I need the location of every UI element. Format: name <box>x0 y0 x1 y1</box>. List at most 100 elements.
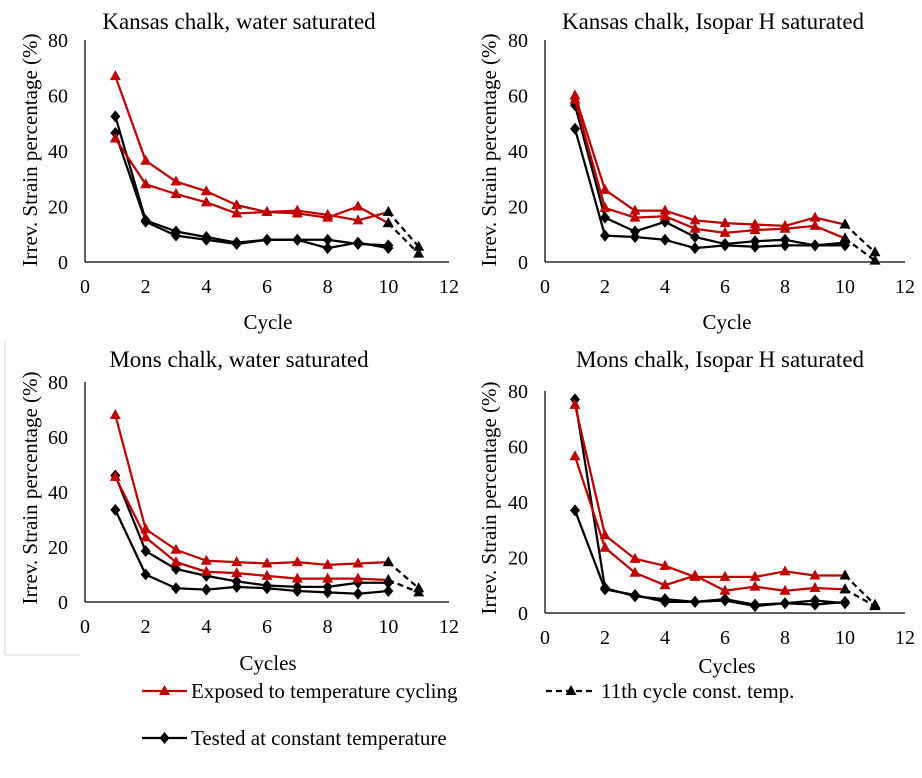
y-tick-label: 80 <box>508 30 528 52</box>
series-line <box>114 414 389 566</box>
series-line <box>114 509 389 595</box>
x-tick-label: 12 <box>895 627 915 649</box>
legend-item-exposed: Exposed to temperature cycling <box>142 679 458 703</box>
x-tick-label: 6 <box>720 627 730 649</box>
series-exposed-to-temperature-cycling <box>569 450 851 595</box>
series-11th-cycle-const-temp <box>382 206 425 251</box>
chart-title: Mons chalk, water saturated <box>109 347 369 372</box>
y-tick-label: 20 <box>48 197 68 219</box>
axes: 0 2 4 6 8 10 12 0 20 40 60 80 <box>508 381 915 649</box>
data-point <box>262 233 272 246</box>
data-point <box>140 154 152 165</box>
x-axis-label: Cycles <box>698 654 755 678</box>
series-line <box>573 404 845 579</box>
series-line <box>387 211 420 248</box>
data-point <box>292 233 303 246</box>
legend-label: 11th cycle const. temp. <box>601 679 794 703</box>
data-point <box>809 582 821 593</box>
data-point <box>382 206 394 217</box>
data-point <box>171 582 181 595</box>
data-point <box>629 566 641 577</box>
data-point <box>262 582 272 595</box>
data-point <box>839 232 851 243</box>
series-tested-at-constant-temperature <box>570 122 850 255</box>
data-point <box>719 217 731 228</box>
data-point <box>322 233 333 246</box>
data-point <box>749 580 761 591</box>
data-point <box>690 595 700 608</box>
data-point <box>689 222 701 233</box>
series-line <box>844 588 876 608</box>
x-tick-label: 0 <box>540 276 550 298</box>
data-point <box>750 240 760 253</box>
data-point <box>413 240 425 251</box>
y-tick-label: 20 <box>48 537 68 559</box>
data-point <box>659 204 671 215</box>
legend-label: Tested at constant temperature <box>191 726 447 750</box>
legend-swatch-marker <box>159 685 170 695</box>
y-tick-label: 60 <box>508 86 528 108</box>
series-tested-at-constant-temperature <box>570 99 850 252</box>
data-point <box>200 196 212 207</box>
data-point <box>749 218 761 229</box>
x-tick-label: 4 <box>201 276 211 298</box>
series-line <box>114 476 389 582</box>
data-point <box>599 183 611 194</box>
x-tick-label: 0 <box>80 276 90 298</box>
data-point <box>839 569 851 580</box>
data-point <box>570 122 580 135</box>
x-tick-label: 2 <box>600 627 610 649</box>
x-axis-label: Cycles <box>239 651 296 675</box>
x-tick-label: 6 <box>262 276 272 298</box>
x-axis-label: Cycle <box>244 310 293 334</box>
data-point <box>660 595 670 608</box>
data-point <box>569 450 581 461</box>
y-tick-label: 40 <box>508 141 528 163</box>
data-point <box>200 565 212 576</box>
data-point <box>689 214 701 225</box>
x-tick-label: 4 <box>201 616 211 638</box>
data-point <box>109 132 121 143</box>
data-point <box>109 470 121 481</box>
data-point <box>600 211 610 224</box>
data-point <box>352 200 364 211</box>
x-tick-label: 12 <box>439 276 459 298</box>
data-point <box>869 254 881 265</box>
data-point <box>779 222 791 233</box>
series-11th-cycle-const-temp <box>839 218 881 257</box>
data-point <box>109 409 121 419</box>
data-point <box>779 565 791 576</box>
series-line <box>573 509 846 608</box>
data-point <box>231 580 242 593</box>
data-point <box>170 556 182 567</box>
data-point <box>810 598 820 611</box>
data-point <box>749 224 761 235</box>
data-point <box>170 188 182 199</box>
x-tick-label: 6 <box>262 616 272 638</box>
data-point <box>231 567 243 578</box>
series-line <box>114 475 389 588</box>
data-point <box>719 584 731 595</box>
data-point <box>140 178 152 189</box>
data-point <box>291 556 303 567</box>
data-point <box>869 246 881 257</box>
data-point <box>110 110 121 123</box>
y-tick-label: 20 <box>508 548 528 570</box>
data-point <box>630 588 640 601</box>
series-11th-cycle-const-temp <box>839 583 881 611</box>
series-line <box>573 128 845 250</box>
data-point <box>200 554 212 565</box>
data-point <box>170 543 182 554</box>
x-tick-label: 10 <box>378 276 398 298</box>
data-point <box>109 70 121 81</box>
x-tick-label: 10 <box>378 616 398 638</box>
data-point <box>201 233 212 246</box>
data-point <box>780 239 790 252</box>
data-point <box>779 584 791 595</box>
legend-swatch <box>142 732 187 744</box>
plot-marks <box>109 70 425 258</box>
x-tick-label: 4 <box>660 276 670 298</box>
data-point <box>629 204 641 215</box>
chart-title: Kansas chalk, Isopar H saturated <box>562 9 865 34</box>
data-point <box>261 206 273 217</box>
